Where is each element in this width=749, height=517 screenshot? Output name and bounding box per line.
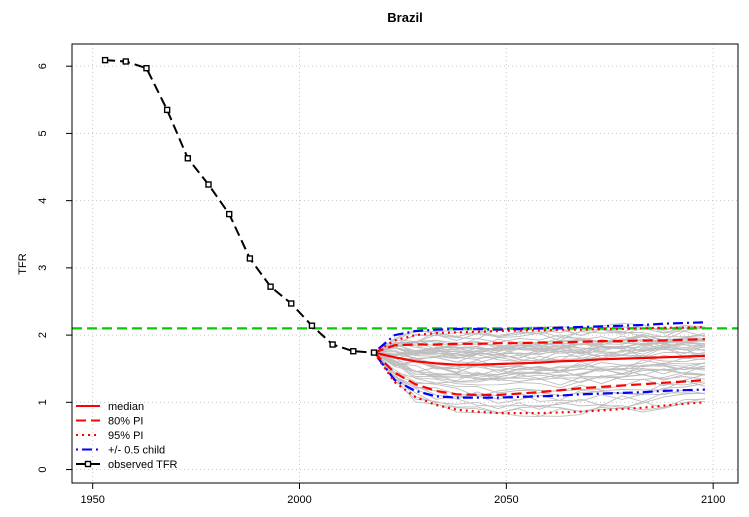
legend-label: 80% PI [108, 416, 143, 428]
projection-series [373, 321, 705, 415]
trajectory-lines [373, 322, 706, 418]
x-tick-label: 2000 [287, 494, 311, 506]
series-line-80-pi-lower [373, 351, 705, 396]
trajectory-line [373, 324, 705, 353]
observed-point [329, 341, 336, 348]
observed-line [105, 59, 375, 354]
chart-title: Brazil [387, 10, 422, 25]
trajectory-line [373, 352, 705, 418]
x-tick-label: 2100 [701, 494, 725, 506]
observed-point [205, 181, 212, 188]
trajectory-line [373, 352, 705, 414]
grid [72, 44, 738, 483]
trajectory-line [373, 352, 705, 383]
observed-point [163, 106, 171, 114]
legend-label: observed TFR [108, 459, 178, 471]
observed-point [225, 210, 233, 218]
series-line--0-5-child [373, 351, 705, 399]
series-line--0-5-child [373, 321, 705, 354]
y-tick-label: 4 [37, 198, 49, 204]
trajectory-line [373, 352, 705, 373]
axes: 1950 2000 2050 2100 0 1 2 3 4 5 6 [37, 63, 725, 506]
trajectory-line [373, 352, 705, 375]
legend-marker [84, 460, 92, 468]
observed-point [101, 56, 109, 64]
trajectory-line [373, 352, 705, 386]
y-tick-label: 5 [37, 130, 49, 136]
trajectory-line [373, 352, 705, 378]
series-line-95-pi-lower [373, 351, 705, 415]
y-tick-label: 6 [37, 63, 49, 69]
series-line-median [373, 351, 705, 366]
y-tick-label: 0 [37, 466, 49, 472]
trajectory-line [373, 352, 705, 371]
y-axis-label: TFR [17, 253, 29, 274]
trajectory-line [373, 352, 705, 417]
series-line-80-pi-upper [373, 338, 705, 354]
observed-point [308, 322, 316, 329]
observed-point [350, 348, 357, 355]
observed-point [267, 283, 274, 290]
legend: median 80% PI 95% PI +/- 0.5 child observed … [76, 401, 178, 471]
observed-series [101, 56, 378, 356]
trajectory-line [373, 347, 705, 362]
observed-point [122, 58, 129, 65]
legend-label: +/- 0.5 child [108, 445, 165, 457]
observed-point [184, 155, 192, 162]
y-tick-label: 3 [37, 265, 49, 271]
series-line-95-pi-upper [373, 325, 705, 354]
legend-label: 95% PI [108, 430, 143, 442]
x-tick-label: 1950 [80, 494, 104, 506]
trajectory-line [373, 346, 705, 360]
y-tick-label: 1 [37, 399, 49, 405]
observed-point [143, 65, 150, 72]
observed-point [288, 300, 295, 307]
trajectory-line [373, 352, 706, 398]
trajectory-line [373, 352, 705, 407]
trajectory-line [373, 352, 705, 374]
x-tick-label: 2050 [494, 494, 518, 506]
observed-point [370, 349, 378, 356]
plot-frame [71, 43, 739, 484]
y-tick-label: 2 [37, 332, 49, 338]
trajectory-line [373, 352, 706, 381]
trajectory-line [373, 334, 705, 354]
observed-point [246, 255, 254, 262]
legend-label: median [108, 401, 144, 413]
